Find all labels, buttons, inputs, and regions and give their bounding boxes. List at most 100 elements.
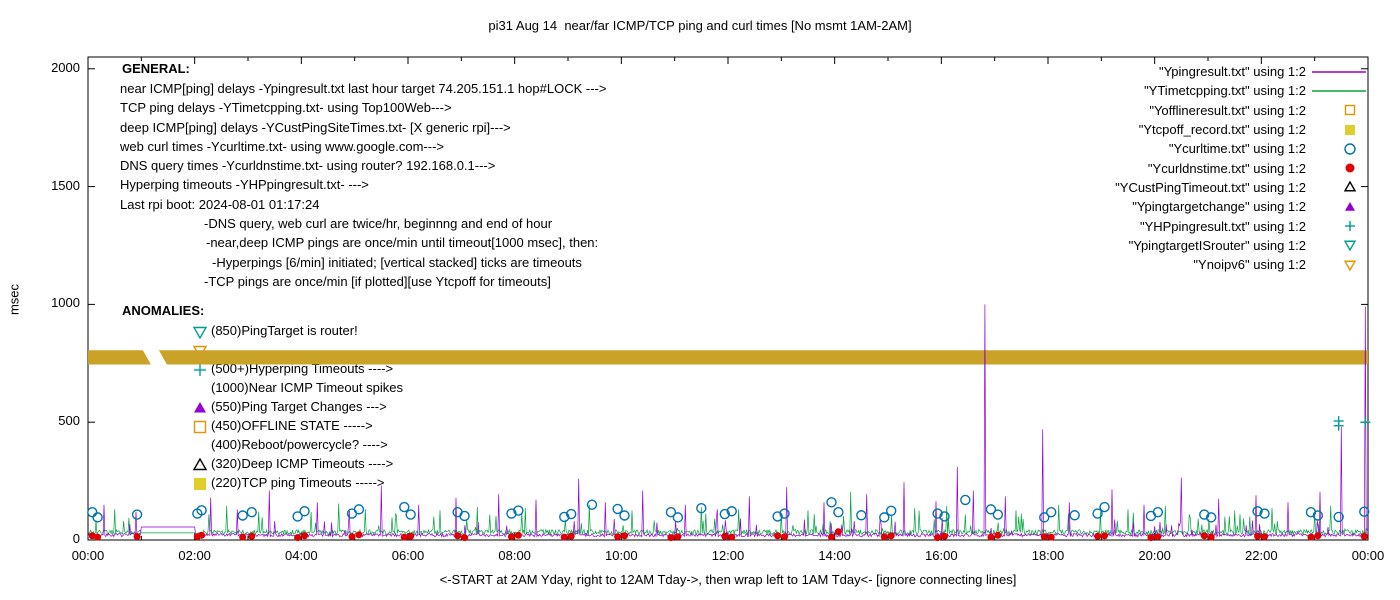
circle-open-icon bbox=[779, 508, 790, 519]
circle-filled-icon bbox=[198, 531, 206, 539]
legend-item: "Yofflineresult.txt" using 1:2 bbox=[1115, 101, 1368, 120]
circle-open-icon bbox=[619, 510, 630, 521]
circle-filled-icon bbox=[193, 533, 201, 541]
circle-filled-icon bbox=[1101, 532, 1109, 540]
anomaly-label: (550)Ping Target Changes ---> bbox=[211, 399, 387, 414]
triangle-up-filled-icon bbox=[194, 401, 206, 412]
plus-icon bbox=[1345, 221, 1355, 232]
circle-open-icon bbox=[92, 512, 103, 523]
square-filled-icon bbox=[1345, 124, 1355, 135]
legend-label: "Ycurltime.txt" using 1:2 bbox=[1168, 141, 1306, 157]
circle-filled-icon bbox=[1261, 533, 1269, 541]
circle-filled-icon bbox=[1147, 534, 1155, 542]
circle-filled-icon bbox=[880, 533, 888, 541]
triangle-up-filled-icon bbox=[1345, 201, 1355, 211]
circle-filled-icon bbox=[400, 533, 408, 541]
triangle-up-filled-icon bbox=[194, 401, 206, 412]
circle-filled-icon bbox=[1254, 532, 1262, 540]
legend-label: "Ynoipv6" using 1:2 bbox=[1193, 257, 1306, 273]
circle-open-icon bbox=[1152, 506, 1164, 518]
circle-open-icon bbox=[1305, 506, 1317, 518]
x-tick-label: 22:00 bbox=[1245, 548, 1278, 563]
anomaly-label: (400)Reboot/powercycle? ----> bbox=[211, 437, 388, 452]
circle-open-icon bbox=[1205, 512, 1217, 523]
circle-filled-icon bbox=[1314, 532, 1322, 540]
legend-item: "Ypingresult.txt" using 1:2 bbox=[1115, 62, 1368, 81]
x-tick-label: 18:00 bbox=[1031, 548, 1065, 563]
circle-open-icon bbox=[1145, 510, 1157, 522]
legend-label: "YpingtargetISrouter" using 1:2 bbox=[1128, 237, 1306, 253]
general-note-line: -DNS query, web curl are twice/hr, begin… bbox=[204, 216, 553, 232]
circle-open-icon bbox=[87, 506, 98, 518]
y-tick-label: 500 bbox=[58, 413, 80, 429]
series-YHPpingresult-txt bbox=[1333, 416, 1371, 431]
circle-open-icon bbox=[452, 506, 463, 518]
triangle-up-filled-icon bbox=[1345, 201, 1355, 211]
circle-filled-icon bbox=[133, 532, 141, 540]
legend-label: "Ytcpoff_record.txt" using 1:2 bbox=[1138, 122, 1306, 138]
circle-open-icon bbox=[131, 509, 143, 520]
circle-open-icon bbox=[939, 511, 950, 522]
circle-open-icon bbox=[1039, 512, 1050, 523]
legend-item: "Ypingtargetchange" using 1:2 bbox=[1115, 197, 1368, 216]
anomaly-label: (320)Deep ICMP Timeouts ----> bbox=[211, 456, 394, 471]
circle-filled-icon bbox=[1345, 163, 1355, 173]
circle-open-icon bbox=[833, 506, 844, 518]
series-Ycurltime-txt bbox=[87, 494, 1370, 523]
circle-open-icon bbox=[826, 497, 837, 508]
triangle-down-open-icon bbox=[192, 326, 208, 339]
triangle-up-open-icon bbox=[1343, 181, 1357, 192]
circle-open-icon bbox=[1092, 508, 1103, 519]
legend-item: "YHPpingresult.txt" using 1:2 bbox=[1115, 216, 1368, 235]
x-tick-label: 12:00 bbox=[711, 548, 745, 563]
circle-open-icon bbox=[1099, 501, 1110, 513]
circle-open-icon bbox=[566, 508, 577, 520]
circle-filled-icon bbox=[94, 533, 102, 541]
square-filled-icon bbox=[194, 477, 206, 490]
circle-open-icon bbox=[292, 511, 303, 522]
y-tick-label: 2000 bbox=[51, 59, 80, 75]
circle-open-icon bbox=[405, 509, 416, 520]
triangle-up-open-icon bbox=[192, 457, 208, 470]
circle-open-icon bbox=[719, 508, 730, 520]
circle-open-icon bbox=[1045, 506, 1057, 518]
square-open-icon bbox=[193, 420, 207, 433]
no-icon bbox=[192, 380, 208, 396]
circle-open-icon bbox=[246, 506, 257, 518]
line-icon bbox=[1312, 70, 1366, 73]
circle-open-icon bbox=[237, 510, 248, 521]
circle-open-icon bbox=[353, 504, 365, 515]
circle-filled-icon bbox=[1200, 532, 1208, 540]
circle-filled-icon bbox=[781, 533, 789, 541]
circle-filled-icon bbox=[248, 532, 256, 540]
anomaly-row: (320)Deep ICMP Timeouts ----> bbox=[120, 454, 403, 473]
triangle-down-open-icon bbox=[192, 345, 208, 358]
chart-title: pi31 Aug 14 near/far ICMP/TCP ping and c… bbox=[488, 18, 912, 33]
circle-open-icon bbox=[612, 503, 623, 515]
circle-filled-icon bbox=[721, 532, 729, 540]
circle-open-icon bbox=[665, 506, 677, 518]
general-note-line: web curl times -Ycurltime.txt- using www… bbox=[120, 138, 445, 154]
circle-filled-icon bbox=[294, 534, 302, 542]
series-Ycurldnstime-txt bbox=[88, 528, 1368, 542]
circle-open-icon bbox=[1344, 143, 1356, 155]
anomaly-label: (220)TCP ping Timeouts -----> bbox=[211, 475, 385, 490]
x-tick-label: 16:00 bbox=[925, 548, 958, 563]
anomalies-heading: ANOMALIES: bbox=[122, 303, 205, 318]
legend-item: "YTimetcpping.txt" using 1:2 bbox=[1115, 81, 1368, 100]
circle-open-icon bbox=[726, 506, 737, 517]
circle-open-icon bbox=[513, 505, 524, 516]
circle-filled-icon bbox=[728, 533, 736, 541]
circle-filled-icon bbox=[1040, 533, 1048, 541]
general-notes-block: GENERAL: near ICMP[ping] delays -Ypingre… bbox=[120, 59, 606, 291]
circle-filled-icon bbox=[934, 534, 942, 542]
circle-filled-icon bbox=[614, 533, 622, 541]
circle-open-icon bbox=[985, 504, 997, 515]
anomaly-label: (850)PingTarget is router! bbox=[211, 323, 358, 338]
x-tick-label: 04:00 bbox=[285, 548, 318, 563]
circle-filled-icon bbox=[674, 533, 682, 541]
legend-label: "YTimetcpping.txt" using 1:2 bbox=[1144, 83, 1306, 99]
circle-open-icon bbox=[879, 512, 890, 523]
circle-filled-icon bbox=[301, 532, 309, 540]
circle-filled-icon bbox=[667, 534, 675, 542]
